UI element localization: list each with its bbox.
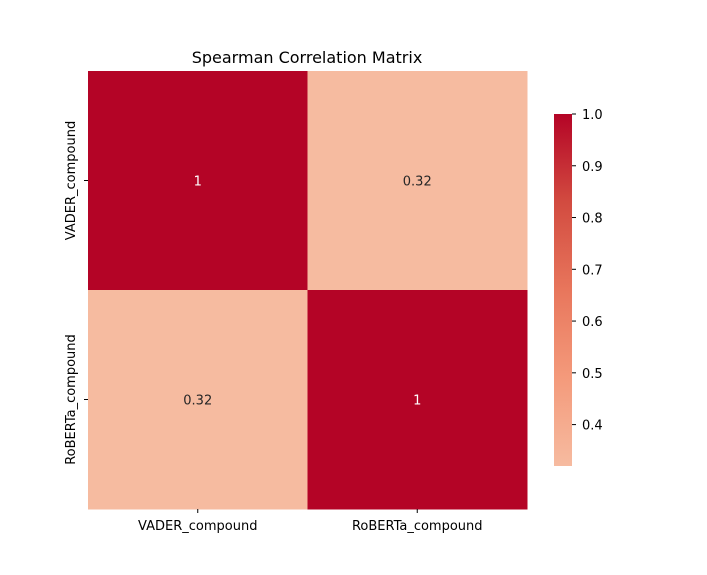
chart-title: Spearman Correlation Matrix bbox=[192, 48, 423, 67]
colorbar-tick-label: 0.7 bbox=[582, 263, 603, 278]
heatmap-cell bbox=[307, 290, 528, 510]
heatmap-cell bbox=[307, 71, 528, 291]
x-tick-label: VADER_compound bbox=[138, 519, 257, 534]
colorbar-ticks: 0.4 0.5 0.6 0.7 0.8 0.9 1.0 bbox=[572, 108, 603, 434]
colorbar-tick-label: 0.8 bbox=[582, 212, 603, 227]
y-axis: VADER_compound RoBERTa_compound bbox=[64, 121, 88, 465]
heatmap-cell bbox=[88, 71, 308, 291]
colorbar-tick-label: 0.5 bbox=[582, 367, 603, 382]
colorbar-tick-label: 0.6 bbox=[582, 315, 603, 330]
cell-annotation: 0.32 bbox=[403, 175, 432, 190]
colorbar bbox=[554, 114, 572, 466]
y-tick-label: VADER_compound bbox=[64, 121, 79, 240]
heatmap-cells bbox=[88, 71, 528, 510]
y-tick-label: RoBERTa_compound bbox=[64, 334, 79, 465]
colorbar-tick-label: 0.4 bbox=[582, 419, 603, 434]
colorbar-tick-label: 0.9 bbox=[582, 160, 603, 175]
cell-annotation: 1 bbox=[194, 175, 202, 190]
heatmap-annotations: 1 0.32 0.32 1 bbox=[183, 175, 431, 409]
x-tick-label: RoBERTa_compound bbox=[352, 519, 483, 534]
x-axis: VADER_compound RoBERTa_compound bbox=[138, 509, 483, 534]
colorbar-tick-label: 1.0 bbox=[582, 108, 603, 123]
cell-annotation: 1 bbox=[413, 394, 421, 409]
cell-annotation: 0.32 bbox=[183, 394, 212, 409]
heatmap-cell bbox=[88, 290, 308, 510]
